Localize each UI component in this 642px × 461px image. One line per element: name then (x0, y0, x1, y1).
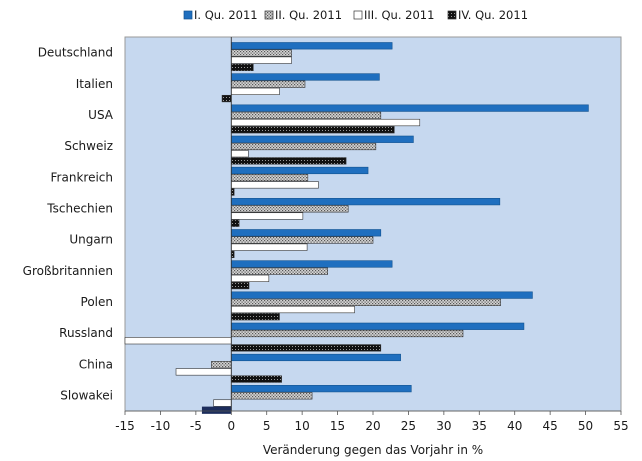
bar-schweiz-ii-qu-2011 (230, 142, 377, 151)
x-tick-label: 35 (472, 419, 487, 433)
legend-label-i-qu-2011: I. Qu. 2011 (194, 8, 258, 22)
bar-russland-iv-qu-2011 (230, 344, 382, 352)
bar-polen-i-qu-2011 (230, 291, 533, 299)
category-label-tschechien: Tschechien (46, 201, 113, 215)
x-axis-title: Veränderung gegen das Vorjahr in % (263, 443, 483, 457)
bar-ungarn-i-qu-2011 (230, 229, 382, 237)
legend-label-iii-qu-2011: III. Qu. 2011 (364, 8, 434, 22)
bar-tschechien-ii-qu-2011 (230, 205, 349, 213)
axes: -15 -10 -5 0 5 10 15 20 25 30 35 40 45 50 55 Deutschlan… (23, 37, 629, 433)
bar-italien-ii-qu-2011 (230, 80, 306, 88)
x-tick-label: 30 (436, 419, 451, 433)
bar-deutschland-i-qu-2011 (230, 42, 393, 50)
category-label-polen: Polen (81, 295, 113, 309)
category-label-russland: Russland (59, 326, 113, 340)
bar-schweiz-i-qu-2011 (230, 135, 414, 143)
bar-grossbritannien-iii-qu-2011 (230, 274, 270, 282)
category-label-slowakei: Slowakei (60, 388, 113, 402)
bars (124, 42, 589, 414)
bar-polen-ii-qu-2011 (230, 298, 501, 306)
legend-label-ii-qu-2011: II. Qu. 2011 (275, 8, 342, 22)
bar-tschechien-iii-qu-2011 (230, 212, 304, 220)
bar-usa-iv-qu-2011 (230, 126, 395, 134)
bar-deutschland-iii-qu-2011 (230, 56, 292, 64)
legend: I. Qu. 2011 II. Qu. 2011 III. Qu. 2011 IV. … (183, 8, 528, 22)
x-tick-label: 45 (543, 419, 558, 433)
bar-usa-ii-qu-2011 (230, 111, 382, 119)
bar-grossbritannien-i-qu-2011 (230, 260, 393, 268)
bar-ungarn-iii-qu-2011 (230, 243, 308, 251)
category-label-schweiz: Schweiz (64, 139, 113, 153)
bar-italien-i-qu-2011 (230, 73, 380, 81)
bar-tschechien-iv-qu-2011 (230, 219, 240, 227)
category-label-china: China (79, 357, 113, 371)
bar-polen-iv-qu-2011 (230, 313, 280, 321)
x-tick-label: 20 (365, 419, 380, 433)
bar-russland-iii-qu-2011 (124, 337, 232, 345)
category-label-italien: Italien (76, 77, 113, 91)
x-tick-label: 55 (613, 419, 628, 433)
legend-label-iv-qu-2011: IV. Qu. 2011 (458, 8, 528, 22)
x-tick-label: 50 (578, 419, 593, 433)
bar-slowakei-i-qu-2011 (230, 385, 412, 393)
bar-tschechien-i-qu-2011 (230, 198, 501, 206)
bar-china-iii-qu-2011 (175, 368, 232, 376)
bar-grossbritannien-iv-qu-2011 (230, 281, 250, 290)
legend-swatch-iii-qu-2011 (353, 10, 363, 20)
bar-slowakei-iv-qu-2011 (201, 406, 232, 414)
legend-swatch-ii-qu-2011 (264, 10, 274, 20)
x-tick-label: 0 (227, 419, 235, 433)
bar-china-ii-qu-2011 (211, 361, 232, 369)
bar-slowakei-ii-qu-2011 (230, 392, 313, 400)
bar-frankreich-ii-qu-2011 (230, 174, 309, 182)
category-label-usa: USA (88, 108, 114, 122)
x-tick-label: 5 (263, 419, 271, 433)
x-tick-label: 40 (507, 419, 522, 433)
category-label-frankreich: Frankreich (51, 170, 113, 184)
bar-usa-i-qu-2011 (230, 104, 589, 112)
x-tick-label: 15 (330, 419, 345, 433)
bar-italien-iii-qu-2011 (230, 87, 280, 95)
category-label-grossbritannien: Großbritannien (23, 264, 113, 278)
legend-swatch-iv-qu-2011 (447, 10, 457, 20)
bar-china-i-qu-2011 (230, 353, 401, 362)
bar-ungarn-ii-qu-2011 (230, 236, 374, 244)
bar-deutschland-iv-qu-2011 (230, 63, 254, 71)
x-tick-label: 10 (295, 419, 310, 433)
bar-italien-iv-qu-2011 (221, 94, 232, 103)
bar-polen-iii-qu-2011 (230, 305, 355, 314)
x-tick-label: -5 (190, 419, 202, 433)
x-tick-label: -10 (151, 419, 171, 433)
bar-frankreich-i-qu-2011 (230, 166, 369, 175)
bar-deutschland-ii-qu-2011 (230, 49, 292, 57)
bar-russland-i-qu-2011 (230, 322, 525, 330)
bar-schweiz-iii-qu-2011 (230, 150, 249, 158)
bar-slowakei-iii-qu-2011 (213, 399, 232, 407)
x-tick-label: 25 (401, 419, 416, 433)
legend-swatch-i-qu-2011 (183, 10, 193, 20)
category-label-ungarn: Ungarn (69, 233, 113, 247)
bar-schweiz-iv-qu-2011 (230, 157, 347, 165)
bar-usa-iii-qu-2011 (230, 118, 421, 127)
bar-china-iv-qu-2011 (230, 375, 282, 383)
bar-frankreich-iii-qu-2011 (230, 181, 319, 189)
x-tick-label: -15 (115, 419, 135, 433)
category-label-deutschland: Deutschland (38, 46, 113, 60)
bar-grossbritannien-ii-qu-2011 (230, 267, 328, 275)
bar-russland-ii-qu-2011 (230, 329, 464, 338)
